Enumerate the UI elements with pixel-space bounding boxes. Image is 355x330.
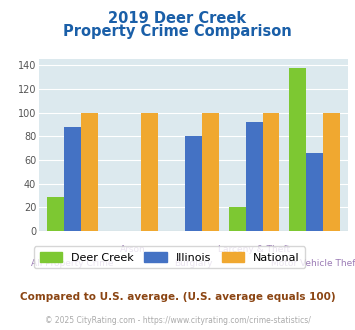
Text: Property Crime Comparison: Property Crime Comparison [63,24,292,39]
Bar [323,113,340,231]
Text: Burglary: Burglary [174,259,213,268]
Text: Larceny & Theft: Larceny & Theft [218,245,290,254]
Text: Compared to U.S. average. (U.S. average equals 100): Compared to U.S. average. (U.S. average … [20,292,335,302]
Bar [185,136,202,231]
Bar [306,153,323,231]
Bar [141,113,158,231]
Bar [262,113,279,231]
Bar [202,113,219,231]
Bar [81,113,98,231]
Bar [64,127,81,231]
Bar [246,122,262,231]
Text: Arson: Arson [120,245,146,254]
Text: 2019 Deer Creek: 2019 Deer Creek [108,11,247,26]
Text: © 2025 CityRating.com - https://www.cityrating.com/crime-statistics/: © 2025 CityRating.com - https://www.city… [45,315,310,325]
Legend: Deer Creek, Illinois, National: Deer Creek, Illinois, National [34,247,305,268]
Bar [47,197,64,231]
Bar [289,68,306,231]
Bar [229,207,246,231]
Text: All Property Crime: All Property Crime [31,259,114,268]
Text: Motor Vehicle Theft: Motor Vehicle Theft [271,259,355,268]
